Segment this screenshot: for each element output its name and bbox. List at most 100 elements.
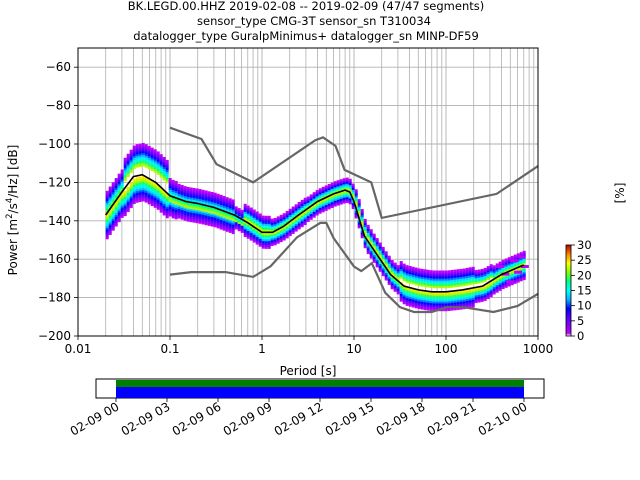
heatmap-cell — [186, 202, 190, 205]
heatmap-cell — [510, 271, 514, 274]
heatmap-cell — [171, 199, 175, 202]
heatmap-cell — [480, 272, 484, 276]
heatmap-cell — [414, 298, 418, 301]
heatmap-cell — [414, 282, 418, 286]
heatmap-cell — [324, 193, 328, 196]
heatmap-cell — [123, 178, 127, 182]
heatmap-cell — [252, 224, 256, 228]
heatmap-cell — [390, 279, 394, 282]
heatmap-cell — [477, 296, 481, 299]
heatmap-cell — [333, 186, 337, 190]
heatmap-cell — [129, 184, 133, 187]
heatmap-cell — [138, 160, 142, 164]
heatmap-cell — [270, 226, 274, 229]
heatmap-cell — [519, 257, 523, 261]
heatmap-cell — [240, 209, 244, 213]
heatmap-cell — [207, 208, 211, 211]
heatmap-cell — [459, 272, 463, 276]
heatmap-cell — [399, 274, 403, 277]
heatmap-cell — [150, 163, 154, 166]
heatmap-cell — [504, 268, 508, 271]
heatmap-cell — [234, 212, 238, 215]
heatmap-cell — [465, 277, 469, 280]
heatmap-cell — [483, 277, 487, 280]
heatmap-cell — [486, 277, 490, 280]
heatmap-cell — [435, 278, 439, 281]
heatmap-cell — [213, 198, 217, 201]
heatmap-cell — [231, 207, 235, 210]
heatmap-cell — [228, 228, 232, 231]
heatmap-cell — [417, 291, 421, 294]
heatmap-cell — [180, 211, 184, 214]
heatmap-cell — [216, 216, 220, 219]
heatmap-cell — [483, 267, 487, 271]
heatmap-cell — [456, 307, 460, 310]
heatmap-cell — [195, 192, 199, 195]
heatmap-cell — [108, 186, 112, 189]
heatmap-cell — [459, 301, 463, 304]
heatmap-cell — [291, 229, 295, 232]
heatmap-cell — [108, 211, 112, 214]
heatmap-cell — [483, 290, 487, 294]
heatmap-cell — [516, 280, 520, 283]
heatmap-cell — [306, 196, 310, 199]
heatmap-cell — [210, 209, 214, 212]
heatmap-cell — [381, 248, 385, 252]
heatmap-cell — [279, 218, 283, 221]
heatmap-cell — [468, 288, 472, 291]
heatmap-cell — [291, 212, 295, 215]
heatmap-cell — [447, 302, 451, 306]
heatmap-cell — [117, 214, 121, 217]
heatmap-cell — [402, 288, 406, 291]
heatmap-cell — [480, 297, 484, 300]
heatmap-cell — [348, 198, 352, 201]
heatmap-cell — [357, 224, 361, 227]
heatmap-cell — [438, 278, 442, 281]
heatmap-cell — [432, 283, 436, 287]
heatmap-cell — [303, 211, 307, 214]
heatmap-cell — [270, 228, 274, 231]
heatmap-cell — [285, 226, 289, 229]
heatmap-cell — [339, 192, 343, 195]
heatmap-cell — [348, 188, 352, 191]
x-tick-label: 1000 — [523, 342, 554, 356]
heatmap-cell — [150, 164, 154, 168]
heatmap-cell — [105, 202, 109, 205]
heatmap-cell — [300, 209, 304, 212]
heatmap-cell — [108, 224, 112, 228]
heatmap-cell — [309, 200, 313, 203]
heatmap-cell — [318, 211, 322, 214]
heatmap-cell — [150, 180, 154, 183]
heatmap-cell — [198, 200, 202, 203]
heatmap-cell — [126, 192, 130, 195]
heatmap-cell — [351, 202, 355, 206]
heatmap-cell — [342, 197, 346, 200]
heatmap-cell — [462, 301, 466, 304]
heatmap-cell — [192, 199, 196, 202]
heatmap-cell — [324, 185, 328, 188]
heatmap-cell — [156, 188, 160, 191]
heatmap-cell — [306, 202, 310, 205]
heatmap-cell — [123, 165, 127, 168]
heatmap-cell — [294, 212, 298, 215]
heatmap-cell — [165, 214, 169, 217]
heatmap-cell — [222, 216, 226, 220]
heatmap-cell — [123, 163, 127, 166]
heatmap-cell — [507, 276, 511, 279]
heatmap-cell — [243, 215, 247, 218]
heatmap-cell — [270, 234, 274, 237]
heatmap-cell — [489, 264, 493, 267]
heatmap-cell — [150, 199, 154, 203]
heatmap-cell — [327, 189, 331, 193]
heatmap-cell — [471, 270, 475, 273]
heatmap-cell — [360, 220, 364, 223]
heatmap-cell — [144, 184, 148, 188]
heatmap-cell — [153, 197, 157, 201]
heatmap-cell — [147, 159, 151, 162]
heatmap-cell — [342, 195, 346, 198]
heatmap-cell — [120, 215, 124, 218]
heatmap-cell — [423, 277, 427, 280]
heatmap-cell — [432, 308, 436, 312]
heatmap-cell — [204, 198, 208, 201]
heatmap-cell — [159, 175, 163, 178]
